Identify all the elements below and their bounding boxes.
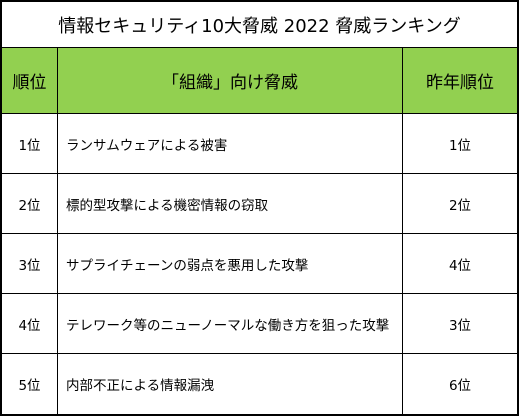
last-year-rank-cell: 3位 bbox=[403, 294, 517, 354]
table-row: 1位 ランサムウェアによる被害 1位 bbox=[2, 114, 517, 174]
header-rank: 順位 bbox=[2, 48, 58, 114]
table-title: 情報セキュリティ10大脅威 2022 脅威ランキング bbox=[2, 2, 517, 48]
threat-cell: ランサムウェアによる被害 bbox=[58, 114, 403, 174]
rank-cell: 2位 bbox=[2, 174, 58, 234]
rank-cell: 5位 bbox=[2, 354, 58, 414]
last-year-rank-cell: 2位 bbox=[403, 174, 517, 234]
threat-cell: サプライチェーンの弱点を悪用した攻撃 bbox=[58, 234, 403, 294]
rank-cell: 4位 bbox=[2, 294, 58, 354]
table-row: 5位 内部不正による情報漏洩 6位 bbox=[2, 354, 517, 414]
threat-cell: テレワーク等のニューノーマルな働き方を狙った攻撃 bbox=[58, 294, 403, 354]
header-threat: 「組織」向け脅威 bbox=[58, 48, 403, 114]
threat-cell: 内部不正による情報漏洩 bbox=[58, 354, 403, 414]
table-row: 3位 サプライチェーンの弱点を悪用した攻撃 4位 bbox=[2, 234, 517, 294]
table-header-row: 順位 「組織」向け脅威 昨年順位 bbox=[2, 48, 517, 114]
threat-cell: 標的型攻撃による機密情報の窃取 bbox=[58, 174, 403, 234]
rank-cell: 1位 bbox=[2, 114, 58, 174]
table-row: 4位 テレワーク等のニューノーマルな働き方を狙った攻撃 3位 bbox=[2, 294, 517, 354]
table-row: 2位 標的型攻撃による機密情報の窃取 2位 bbox=[2, 174, 517, 234]
last-year-rank-cell: 6位 bbox=[448, 378, 472, 394]
rank-cell: 3位 bbox=[2, 234, 58, 294]
last-year-rank-cell: 4位 bbox=[403, 234, 517, 294]
last-year-rank-cell: 1位 bbox=[403, 114, 517, 174]
header-last-year-rank: 昨年順位 bbox=[403, 48, 517, 114]
